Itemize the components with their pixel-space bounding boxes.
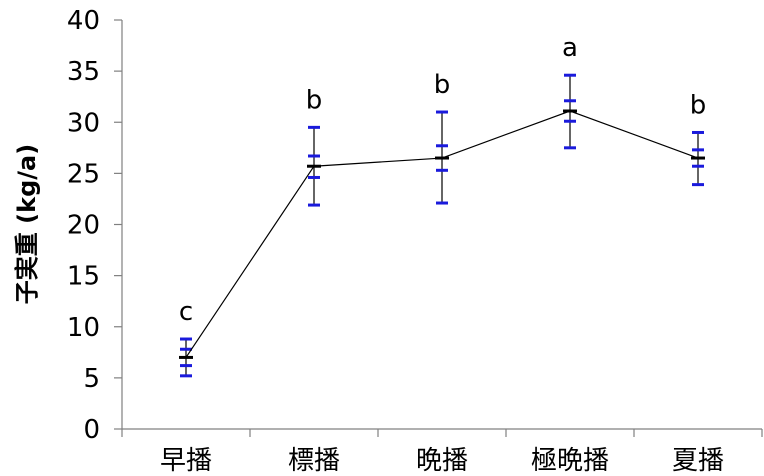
y-tick-label: 15 xyxy=(67,262,100,292)
y-axis-label: 子実重 (kg/a) xyxy=(13,144,41,304)
y-tick-label: 10 xyxy=(67,313,100,343)
significance-letters: c b b a b xyxy=(179,33,706,327)
x-category-label: 夏播 xyxy=(672,446,724,476)
x-category-label: 標播 xyxy=(288,446,340,476)
significance-letter: a xyxy=(562,33,578,63)
x-category-label: 早播 xyxy=(160,446,212,476)
y-tick-label: 35 xyxy=(67,57,100,87)
significance-letter: c xyxy=(179,297,193,327)
x-category-label: 晩播 xyxy=(416,446,468,476)
y-tick-label: 30 xyxy=(67,108,100,138)
y-tick-label: 40 xyxy=(67,6,100,36)
x-category-label: 極晩播 xyxy=(531,446,609,476)
significance-letter: b xyxy=(434,70,451,100)
series xyxy=(179,109,705,359)
x-axis-categories: 早播 標播 晩播 極晩播 夏播 xyxy=(121,429,763,476)
error-bars xyxy=(180,73,704,378)
significance-letter: b xyxy=(690,90,707,120)
y-tick-label: 0 xyxy=(83,415,100,445)
y-axis-ticks: 0 5 10 15 20 25 30 35 40 xyxy=(67,6,122,445)
y-tick-label: 20 xyxy=(67,211,100,241)
significance-letter: b xyxy=(306,85,323,115)
y-tick-label: 25 xyxy=(67,159,100,189)
y-tick-label: 5 xyxy=(83,364,100,394)
